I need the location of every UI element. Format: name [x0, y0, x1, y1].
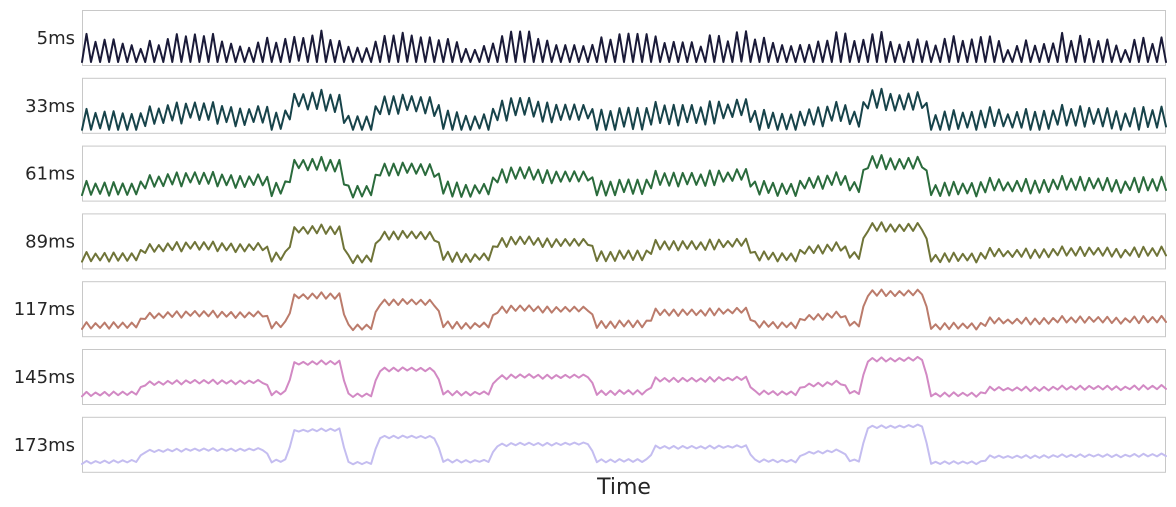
- panel-label: 145ms: [14, 367, 75, 388]
- panel-label: 173ms: [14, 435, 75, 456]
- panel-frame: [82, 213, 1166, 270]
- panel-label: 5ms: [37, 28, 75, 49]
- series-line: [81, 221, 1167, 265]
- panel-frame: [82, 349, 1166, 405]
- panel-label: 61ms: [25, 164, 75, 185]
- panels-group: 5ms 33ms 61ms 89ms 117ms 145ms 173ms: [14, 10, 1167, 473]
- series-line: [81, 423, 1167, 466]
- panel-label: 33ms: [25, 96, 75, 117]
- series-line: [81, 288, 1167, 332]
- series-line: [81, 355, 1167, 398]
- series-line: [81, 154, 1167, 199]
- series-line: [81, 87, 1167, 131]
- panel-frame: [82, 416, 1166, 473]
- x-axis-label: Time: [596, 475, 651, 500]
- panel-label: 89ms: [25, 231, 75, 252]
- panel-frame: [82, 281, 1166, 338]
- panel-label: 117ms: [14, 299, 75, 320]
- series-line: [81, 29, 1167, 63]
